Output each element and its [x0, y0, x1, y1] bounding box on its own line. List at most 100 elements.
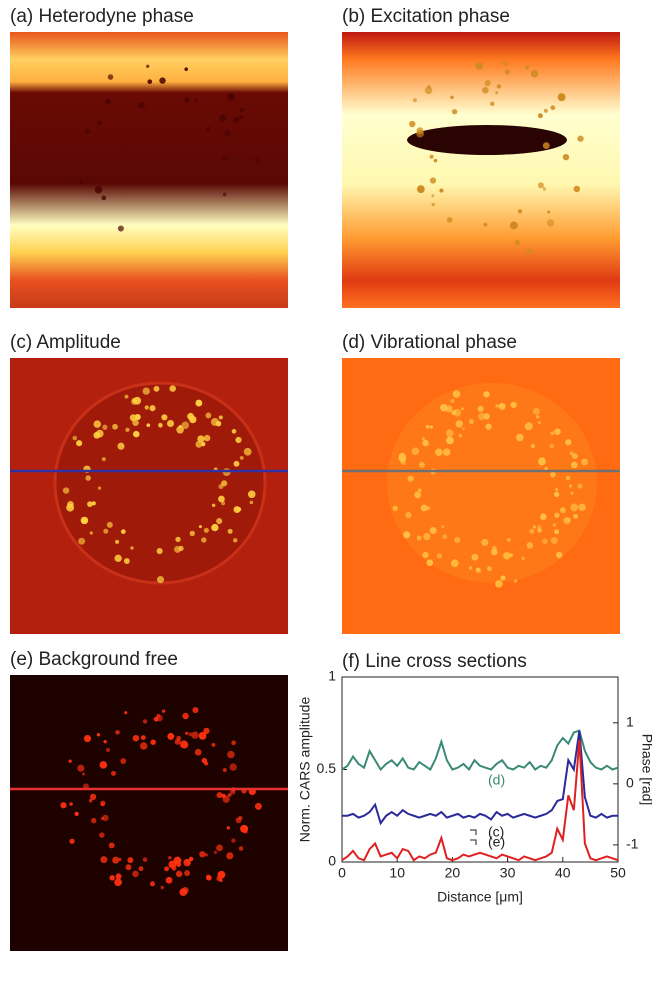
speck — [418, 461, 425, 468]
speck — [125, 864, 132, 871]
speck — [133, 430, 140, 438]
x-tick-label: 40 — [555, 865, 571, 881]
speck — [115, 539, 120, 544]
speck — [89, 531, 93, 535]
speck — [69, 838, 75, 844]
speck — [577, 483, 583, 489]
speck — [142, 387, 150, 395]
speck — [532, 407, 540, 415]
speck — [176, 425, 184, 434]
image-panel — [10, 32, 288, 308]
speck — [416, 185, 425, 194]
speck — [120, 529, 126, 535]
speck — [565, 439, 572, 446]
speck — [219, 114, 227, 122]
speck — [436, 553, 443, 559]
speck — [201, 537, 207, 543]
speck — [184, 97, 190, 103]
speck — [158, 422, 163, 428]
speck — [231, 429, 237, 434]
speck — [483, 222, 488, 227]
speck — [123, 558, 130, 564]
speck — [219, 878, 223, 883]
x-tick-label: 0 — [338, 865, 346, 881]
speck — [194, 98, 199, 103]
speck — [429, 425, 434, 429]
image — [342, 358, 620, 634]
speck — [450, 95, 454, 100]
speck — [411, 447, 420, 455]
speck — [487, 566, 492, 571]
speck — [409, 120, 416, 128]
speck — [93, 420, 101, 428]
x-tick-label: 50 — [610, 865, 626, 881]
speck — [181, 421, 190, 430]
speck — [521, 556, 525, 561]
speck — [203, 527, 209, 533]
speck — [221, 501, 226, 506]
speck — [117, 225, 124, 232]
annotation-arrow — [470, 829, 477, 835]
speck — [101, 195, 107, 201]
speck — [414, 491, 422, 499]
speck — [106, 748, 110, 753]
speck — [565, 475, 571, 481]
speck — [555, 551, 563, 559]
speck — [451, 410, 457, 416]
speck — [458, 433, 463, 438]
speck — [109, 875, 115, 881]
speck — [537, 182, 544, 189]
speck — [94, 185, 103, 194]
speck — [100, 816, 105, 821]
speck — [451, 108, 458, 115]
speck — [146, 423, 151, 427]
speck — [222, 768, 227, 773]
speck — [197, 435, 205, 443]
speck — [131, 397, 137, 403]
speck — [125, 427, 130, 432]
speck — [127, 857, 134, 864]
image — [342, 32, 620, 308]
speck — [171, 866, 177, 871]
speck — [516, 433, 524, 442]
speck — [205, 126, 211, 132]
panel-title: (e) Background free — [10, 649, 178, 670]
speck — [247, 490, 256, 499]
speck — [573, 185, 581, 193]
speck — [504, 69, 510, 75]
speck — [226, 852, 234, 860]
speck — [478, 412, 486, 421]
image-bg — [10, 32, 288, 308]
speck — [216, 844, 223, 852]
speck — [526, 542, 534, 549]
speck — [498, 402, 506, 410]
speck — [168, 856, 172, 860]
speck — [481, 538, 489, 546]
speck — [167, 732, 175, 740]
speck — [231, 838, 236, 843]
speck — [491, 545, 497, 551]
speck — [542, 187, 547, 191]
speck — [529, 528, 535, 534]
speck — [185, 731, 189, 735]
speck — [440, 403, 448, 412]
speck — [188, 732, 193, 737]
speck — [210, 418, 219, 426]
speck — [211, 503, 216, 508]
speck — [502, 60, 508, 67]
speck — [238, 115, 243, 120]
speck — [115, 730, 120, 735]
speck — [439, 188, 444, 193]
x-tick-label: 20 — [445, 865, 461, 881]
speck — [490, 101, 495, 107]
speck — [204, 853, 208, 857]
speck — [138, 866, 144, 872]
speck — [554, 512, 560, 518]
speck — [178, 425, 183, 429]
speck — [562, 153, 570, 161]
speck — [445, 429, 454, 438]
speck — [159, 77, 166, 84]
speck — [532, 525, 537, 529]
speck — [83, 734, 92, 743]
speck — [557, 93, 566, 102]
